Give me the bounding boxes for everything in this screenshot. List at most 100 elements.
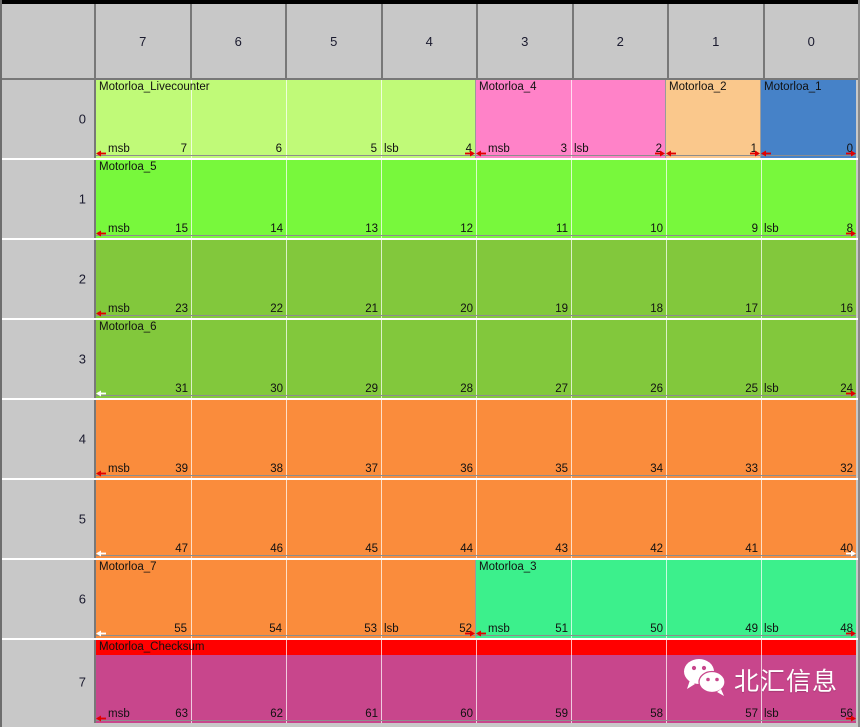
block-start-marker <box>96 714 106 723</box>
bit-separator-line <box>666 240 667 318</box>
bit-separator-line <box>571 160 572 238</box>
bit-number-label: 26 <box>650 383 663 395</box>
byte-row-header-4[interactable]: 4 <box>2 400 96 478</box>
bit-number-label: 40 <box>840 543 853 555</box>
bit-number-label: 33 <box>745 463 758 475</box>
block-start-marker <box>476 149 486 158</box>
bit-separator-line <box>571 320 572 398</box>
bit-number-label: 38 <box>270 463 283 475</box>
byte-row-index-label: 7 <box>78 674 86 689</box>
signal-block[interactable]: Motorloa_5 15 14 13 12 11 10 9 8 msb lsb <box>96 160 856 238</box>
signal-block[interactable]: Motorloa_2 1 <box>666 80 761 158</box>
byte-row: 0 Motorloa_Livecounter 7 6 5 4 msb lsb Motorloa_… <box>2 80 858 160</box>
msb-tag: msb <box>108 223 130 235</box>
bit-number-label: 9 <box>751 223 758 235</box>
lsb-tag: lsb <box>764 708 779 720</box>
bit-separator-line <box>761 640 762 723</box>
bit-number-label: 48 <box>840 623 853 635</box>
byte-row-header-6[interactable]: 6 <box>2 560 96 638</box>
block-end-marker <box>846 714 856 723</box>
bit-separator-line <box>286 240 287 318</box>
bit-column-header-2[interactable]: 2 <box>573 4 669 80</box>
signal-block[interactable]: Motorloa_4 3 2 msb lsb <box>476 80 666 158</box>
bit-baseline <box>476 635 856 636</box>
lsb-tag: lsb <box>764 223 779 235</box>
byte-row: 2 23 22 21 20 19 18 17 16 msb <box>2 240 858 320</box>
bit-separator-line <box>191 320 192 398</box>
byte-row-header-5[interactable]: 5 <box>2 480 96 558</box>
bit-number-label: 8 <box>846 223 853 235</box>
bit-separator-line <box>666 480 667 558</box>
bit-number-label: 45 <box>365 543 378 555</box>
bit-number-label: 11 <box>556 223 568 235</box>
block-start-marker <box>96 309 106 318</box>
bit-separator-line <box>191 640 192 723</box>
bit-number-label: 52 <box>459 623 472 635</box>
signal-block[interactable]: 39 38 37 36 35 34 33 32 msb <box>96 400 856 478</box>
byte-row-header-3[interactable]: 3 <box>2 320 96 398</box>
bit-number-label: 24 <box>840 383 853 395</box>
signal-block[interactable]: Motorloa_Checksum 63 62 61 60 59 58 57 56 msb lsb <box>96 640 856 723</box>
bit-number-label: 41 <box>745 543 758 555</box>
bit-number-label: 37 <box>365 463 378 475</box>
block-end-marker <box>846 389 856 398</box>
byte-row-cells: 39 38 37 36 35 34 33 32 msb <box>96 400 858 478</box>
bit-column-header-5[interactable]: 5 <box>287 4 383 80</box>
bit-separator-line <box>666 320 667 398</box>
bit-column-header-0[interactable]: 0 <box>764 4 858 80</box>
bit-column-header-1[interactable]: 1 <box>669 4 765 80</box>
block-start-marker <box>96 469 106 478</box>
byte-row: 6 Motorloa_7 55 54 53 52 lsb Motorloa_3 51 50 49 48… <box>2 560 858 640</box>
byte-row-index-label: 1 <box>78 191 86 207</box>
bit-separator-line <box>191 480 192 558</box>
byte-row-header-1[interactable]: 1 <box>2 160 96 238</box>
bit-separator-line <box>381 320 382 398</box>
bit-separator-line <box>381 480 382 558</box>
byte-row-header-7[interactable]: 7 <box>2 640 96 723</box>
byte-row-header-2[interactable]: 2 <box>2 240 96 318</box>
bit-baseline <box>96 395 856 396</box>
msb-tag: msb <box>108 303 130 315</box>
signal-block[interactable]: 23 22 21 20 19 18 17 16 msb <box>96 240 856 318</box>
bit-separator-line <box>476 400 477 478</box>
bit-number-label: 6 <box>275 143 282 155</box>
byte-row: 7 Motorloa_Checksum 63 62 61 60 59 58 57 56 msb lsb <box>2 640 858 723</box>
bit-column-header-7[interactable]: 7 <box>96 4 192 80</box>
signal-block[interactable]: 47 46 45 44 43 42 41 40 <box>96 480 856 558</box>
byte-row: 1 Motorloa_5 15 14 13 12 11 10 9 8 msb lsb <box>2 160 858 240</box>
bit-number-label: 43 <box>555 543 568 555</box>
byte-row-cells: Motorloa_Livecounter 7 6 5 4 msb lsb Motorloa_4… <box>96 80 858 158</box>
bit-separator-line <box>191 80 192 158</box>
bit-separator-line <box>286 480 287 558</box>
block-start-marker <box>96 549 106 558</box>
bit-separator-line <box>286 400 287 478</box>
bit-column-header-3[interactable]: 3 <box>478 4 574 80</box>
bit-number-label: 49 <box>745 623 758 635</box>
bit-separator-line <box>761 320 762 398</box>
bit-column-header-4[interactable]: 4 <box>382 4 478 80</box>
signal-block[interactable]: Motorloa_6 31 30 29 28 27 26 25 24 lsb <box>96 320 856 398</box>
bit-baseline <box>96 635 475 636</box>
bit-separator-line <box>571 240 572 318</box>
bit-baseline <box>666 155 760 156</box>
bit-baseline <box>96 155 475 156</box>
bit-number-label: 36 <box>460 463 473 475</box>
block-end-marker <box>846 549 856 558</box>
signal-block[interactable]: Motorloa_7 55 54 53 52 lsb <box>96 560 476 638</box>
byte-row-index-label: 2 <box>78 271 86 287</box>
block-start-marker <box>761 149 771 158</box>
bit-separator-line <box>191 400 192 478</box>
byte-row-header-0[interactable]: 0 <box>2 80 96 158</box>
bit-baseline <box>96 555 856 556</box>
bit-separator-line <box>191 560 192 638</box>
bit-number-label: 19 <box>555 303 568 315</box>
bit-number-label: 18 <box>650 303 663 315</box>
bit-column-header-6[interactable]: 6 <box>191 4 287 80</box>
signal-block[interactable]: Motorloa_1 0 <box>761 80 856 158</box>
signal-block[interactable]: Motorloa_3 51 50 49 48 msb lsb <box>476 560 856 638</box>
signal-block[interactable]: Motorloa_Livecounter 7 6 5 4 msb lsb <box>96 80 476 158</box>
byte-row-index-label: 6 <box>78 591 86 607</box>
bit-separator-line <box>286 320 287 398</box>
bit-number-label: 1 <box>750 143 757 155</box>
